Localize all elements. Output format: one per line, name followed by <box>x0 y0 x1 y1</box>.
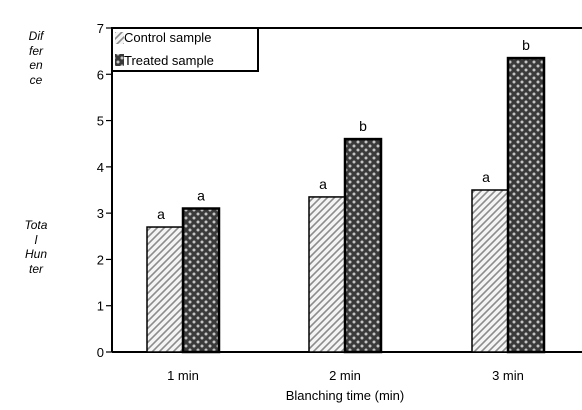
bar-significance-label: a <box>157 206 165 222</box>
bar-significance-label: b <box>359 118 367 134</box>
legend-box <box>111 27 259 72</box>
x-category-label: 2 min <box>329 368 361 383</box>
legend-swatch-control <box>115 32 124 44</box>
legend-label-treated: Treated sample <box>124 53 214 68</box>
y-tick-label: 4 <box>97 160 104 175</box>
bar-treated <box>506 56 546 354</box>
bar-control <box>471 189 509 353</box>
y-tick-label: 2 <box>97 252 104 267</box>
x-category-label: 1 min <box>167 368 199 383</box>
bar-control <box>308 196 346 353</box>
y-tick-label: 3 <box>97 206 104 221</box>
y-tick-label: 6 <box>97 67 104 82</box>
y-axis-label-fragment: Hun <box>25 247 47 261</box>
bar-significance-label: b <box>522 37 530 53</box>
y-axis-label-fragment: Tota <box>25 218 48 232</box>
legend: Control sample Treated sample <box>111 27 259 72</box>
bar-significance-label: a <box>197 188 205 204</box>
bar-treated <box>181 207 221 354</box>
bar-treated <box>343 137 383 354</box>
y-axis-label-fragment: Dif <box>29 29 45 43</box>
y-tick-label: 7 <box>97 21 104 36</box>
x-category-label: 3 min <box>492 368 524 383</box>
x-axis-categories: 1 min 2 min 3 min <box>167 368 524 383</box>
y-axis-label-fragment: ce <box>30 73 43 87</box>
bar-significance-label: a <box>482 169 490 185</box>
y-axis-label-fragment: en <box>29 58 43 72</box>
y-axis-ticks: 0 1 2 3 4 5 6 7 <box>97 21 112 360</box>
x-axis-title: Blanching time (min) <box>286 388 405 403</box>
y-axis-label-fragment: fer <box>29 44 44 58</box>
y-tick-label: 1 <box>97 299 104 314</box>
y-axis-label-fragment: l <box>35 233 38 247</box>
y-tick-label: 5 <box>97 114 104 129</box>
y-tick-label: 0 <box>97 345 104 360</box>
bar-control <box>146 226 184 353</box>
legend-label-control: Control sample <box>124 30 211 45</box>
y-axis-label-fragment: ter <box>29 262 44 276</box>
legend-swatch-treated <box>115 54 124 66</box>
bar-series-group: a a a b a b <box>146 37 546 354</box>
bar-significance-label: a <box>319 176 327 192</box>
